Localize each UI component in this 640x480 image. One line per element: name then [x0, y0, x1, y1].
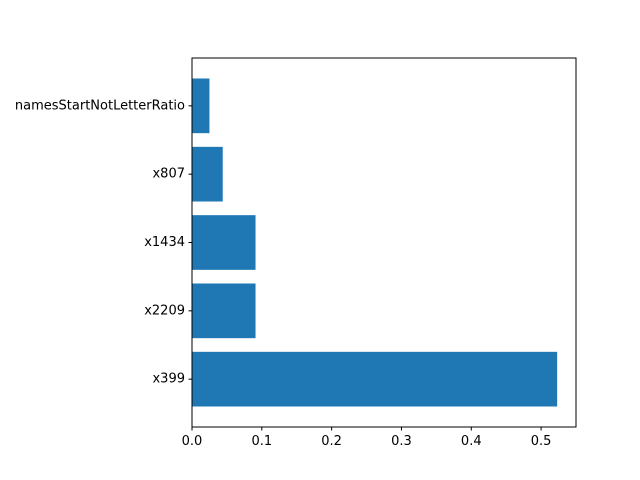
- y-tick-label: namesStartNotLetterRatio: [15, 98, 185, 113]
- x-axis-ticks: 0.0 0.1 0.2 0.3 0.4 0.5: [182, 427, 552, 449]
- bar-x2209: [192, 283, 256, 339]
- x-tick-label: 0.1: [251, 434, 272, 449]
- x-tick-label: 0.3: [391, 434, 412, 449]
- x-tick-label: 0.0: [182, 434, 203, 449]
- x-tick-label: 0.4: [461, 434, 482, 449]
- y-tick-label: x399: [152, 372, 185, 387]
- x-tick-label: 0.5: [531, 434, 552, 449]
- x-tick-label: 0.2: [321, 434, 342, 449]
- y-tick-label: x2209: [144, 303, 185, 318]
- bar-x399: [192, 351, 558, 407]
- bar-namesStartNotLetterRatio: [192, 78, 210, 134]
- plot-frame: [191, 57, 577, 428]
- bar-x807: [192, 146, 223, 202]
- bar-x1434: [192, 215, 256, 270]
- y-tick-label: x807: [152, 167, 185, 182]
- bars-group: [192, 78, 558, 407]
- y-axis-ticks: x399 x2209 x1434 x807 namesStartNotLetterRat…: [15, 98, 192, 387]
- y-tick-label: x1434: [144, 235, 185, 250]
